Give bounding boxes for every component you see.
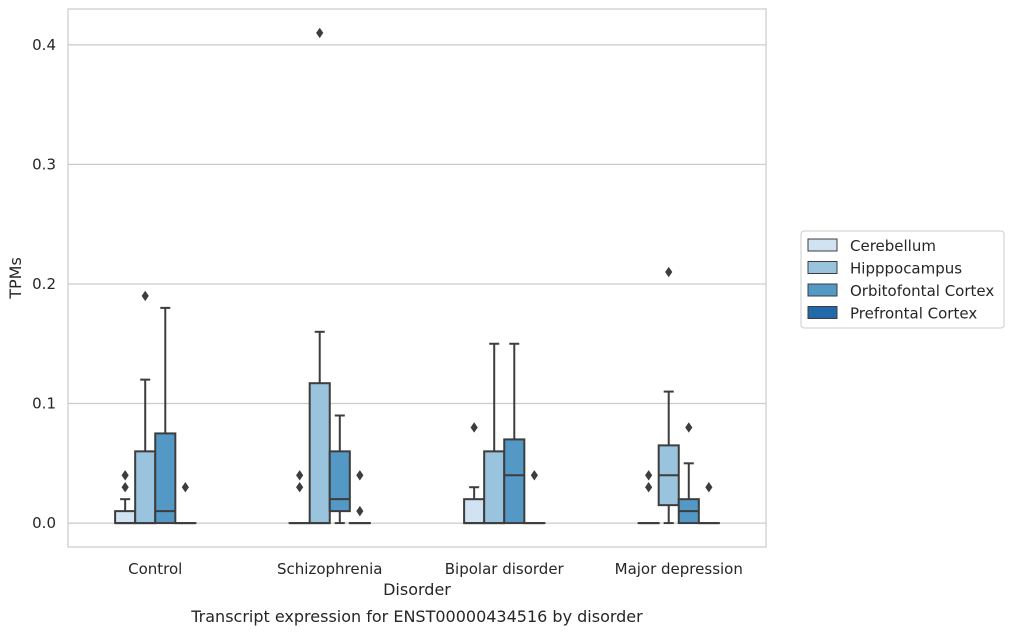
outlier-point <box>121 470 129 481</box>
chart-caption: Transcript expression for ENST0000043451… <box>190 607 643 626</box>
box <box>114 510 137 525</box>
box-group <box>308 27 331 525</box>
outlier-point <box>356 505 364 517</box>
outlier-point <box>181 482 189 493</box>
box <box>308 382 331 525</box>
axes-frame <box>67 8 767 548</box>
legend-label: Cerebellum <box>850 237 936 255</box>
outlier-point <box>316 27 324 39</box>
box <box>328 450 351 513</box>
x-tick-label: Bipolar disorder <box>445 560 565 578</box>
outlier-point <box>645 470 653 481</box>
legend-label: Prefrontal Cortex <box>850 305 977 323</box>
box-group <box>677 422 700 525</box>
outlier-point <box>121 482 129 493</box>
box-group <box>114 470 137 525</box>
y-tick-label: 0.2 <box>32 275 56 293</box>
outlier-point <box>296 470 304 481</box>
box-group <box>483 342 506 525</box>
outlier-point <box>356 470 364 481</box>
outlier-point <box>296 482 304 493</box>
box-group <box>134 290 157 525</box>
x-tick-labels: Control Schizophrenia Bipolar disorder Majo… <box>128 560 743 578</box>
box-group <box>637 470 660 525</box>
x-axis-title: Disorder <box>383 580 451 599</box>
legend-label: Orbitofontal Cortex <box>850 282 994 300</box>
outlier-point <box>141 290 149 302</box>
box <box>463 498 486 525</box>
box-group <box>174 482 197 525</box>
y-tick-label: 0.3 <box>32 155 56 173</box>
legend-swatch <box>807 238 838 252</box>
y-tick-labels: 0.0 0.1 0.2 0.3 0.4 <box>32 36 56 532</box>
box-group <box>328 414 351 525</box>
y-tick-label: 0.0 <box>32 514 56 532</box>
x-tick-label: Schizophrenia <box>277 560 382 578</box>
outlier-point <box>470 422 478 433</box>
box-group <box>288 470 311 525</box>
box-group <box>463 422 486 525</box>
outlier-point <box>645 482 653 493</box>
box-group <box>154 306 177 525</box>
legend-swatch <box>807 306 838 319</box>
y-axis-title: TPMs <box>6 257 25 300</box>
box <box>134 450 157 525</box>
box-group <box>503 342 526 525</box>
box-group <box>697 482 720 525</box>
legend: Cerebellum Hipppocampus Orbitofontal Corte… <box>800 230 1005 329</box>
legend-label: Hipppocampus <box>850 260 962 278</box>
y-tick-label: 0.4 <box>32 36 56 54</box>
x-tick-label: Control <box>128 560 182 578</box>
legend-frame <box>800 230 1005 329</box>
legend-swatch <box>807 283 838 297</box>
outlier-point <box>530 470 538 481</box>
box <box>483 450 506 525</box>
outlier-point <box>705 482 713 493</box>
box <box>154 432 177 525</box>
outlier-point <box>665 266 673 278</box>
box <box>503 438 526 525</box>
outlier-point <box>685 422 693 433</box>
plot-area <box>114 27 720 525</box>
x-tick-label: Major depression <box>615 560 743 578</box>
legend-swatch <box>807 261 838 274</box>
box-group <box>657 266 680 525</box>
y-tick-label: 0.1 <box>32 395 56 413</box>
box-group <box>523 470 546 525</box>
box-group <box>348 470 371 525</box>
